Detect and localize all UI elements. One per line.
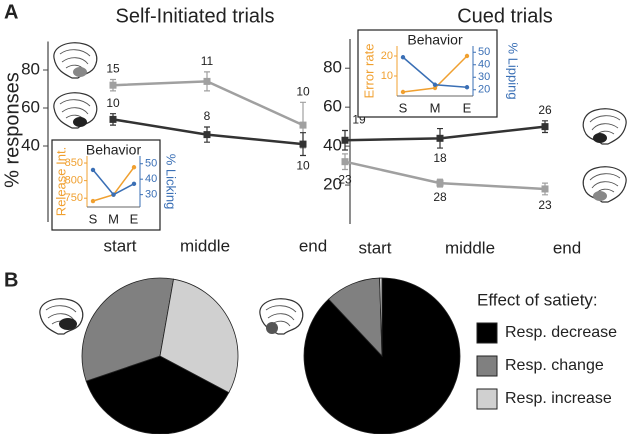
x-tick-label: M — [430, 100, 441, 115]
n-label: 10 — [106, 96, 120, 110]
data-point — [341, 136, 349, 144]
x-tick-label: middle — [445, 238, 495, 257]
x-tick-label: E — [130, 211, 139, 226]
brain-icon — [582, 166, 627, 203]
n-label: 11 — [201, 54, 214, 68]
x-tick-label: middle — [180, 236, 230, 255]
n-label: 10 — [296, 159, 310, 173]
x-tick-label: M — [108, 211, 119, 226]
data-point — [436, 134, 444, 142]
y2-tick-label: 30 — [478, 71, 490, 83]
data-point — [131, 181, 137, 187]
y-tick-label: 60 — [21, 97, 40, 116]
series-line — [344, 160, 546, 191]
x-tick-label: start — [358, 238, 391, 257]
n-label: 15 — [106, 62, 120, 76]
y2-axis-label: % Lipping — [506, 42, 521, 99]
brain-icon — [39, 298, 84, 335]
series-line — [344, 125, 546, 142]
chart-title: Self-Initiated trials — [116, 5, 275, 27]
y-axis-label: Error rate — [361, 44, 376, 99]
n-label: 26 — [538, 103, 552, 117]
y-tick-label: 750 — [65, 192, 83, 204]
legend-title: Effect of satiety: — [477, 290, 598, 309]
y-tick-label: 40 — [323, 136, 342, 155]
data-point — [400, 89, 406, 95]
x-tick-label: end — [553, 238, 581, 257]
y-tick-label: 800 — [65, 175, 83, 187]
y-tick-label: 40 — [21, 135, 40, 154]
legend-label: Resp. change — [505, 357, 604, 374]
x-tick-label: start — [103, 236, 136, 255]
data-point — [299, 121, 307, 129]
x-tick-label: S — [399, 100, 408, 115]
data-point — [341, 158, 349, 166]
n-label: 28 — [433, 190, 447, 204]
data-point — [131, 165, 137, 170]
y-tick-label: 80 — [21, 59, 40, 78]
n-label: 10 — [296, 84, 310, 98]
pie-slice — [159, 278, 239, 394]
chart-title: Cued trials — [457, 5, 553, 27]
data-point — [541, 123, 549, 131]
inset-title: Behavior — [407, 32, 463, 48]
y2-tick-label: 40 — [478, 59, 490, 71]
data-point — [464, 85, 470, 90]
data-point — [400, 55, 406, 60]
legend-swatch — [476, 355, 498, 377]
x-tick-label: S — [89, 211, 98, 226]
y-axis-label: Release Int. — [53, 147, 68, 216]
legend-swatch — [476, 322, 498, 344]
data-point — [109, 115, 117, 123]
pie-slice — [81, 277, 175, 382]
x-tick-label: end — [299, 236, 327, 255]
data-point — [109, 81, 117, 89]
panel-label: B — [4, 269, 18, 291]
panel-label: A — [4, 1, 18, 23]
data-point — [432, 85, 438, 91]
y2-tick-label: 30 — [145, 189, 157, 201]
brain-icon — [582, 108, 627, 145]
y2-tick-label: 20 — [478, 84, 490, 96]
data-point — [203, 131, 211, 139]
n-label: 23 — [538, 198, 552, 212]
inset-title: Behavior — [86, 142, 142, 158]
n-label: 23 — [338, 173, 352, 187]
n-label: 8 — [204, 109, 211, 123]
n-label: 18 — [433, 151, 447, 165]
y2-tick-label: 50 — [478, 46, 490, 58]
data-point — [203, 77, 211, 85]
pie-slice — [379, 277, 383, 357]
y-tick-label: 20 — [381, 50, 393, 62]
brain-icon — [53, 42, 98, 79]
y2-tick-label: 50 — [145, 158, 157, 170]
data-point — [90, 198, 96, 204]
y2-axis-label: % Licking — [164, 154, 179, 210]
y-tick-label: 10 — [381, 70, 393, 82]
data-point — [541, 185, 549, 193]
brain-icon — [53, 92, 98, 129]
y-tick-label: 850 — [65, 157, 83, 169]
x-tick-label: E — [463, 100, 472, 115]
y-tick-label: 60 — [323, 97, 342, 116]
data-point — [432, 82, 438, 87]
legend-label: Resp. decrease — [505, 324, 617, 341]
data-point — [90, 167, 96, 173]
data-point — [436, 179, 444, 187]
brain-icon — [259, 298, 304, 335]
y2-tick-label: 40 — [145, 173, 157, 185]
inset-frame — [357, 29, 498, 118]
y-tick-label: 80 — [323, 58, 342, 77]
y-tick-label: 20 — [323, 175, 342, 194]
y-axis-label: % responses — [1, 72, 23, 188]
legend-swatch — [476, 388, 498, 410]
data-point — [111, 192, 116, 197]
legend-label: Resp. increase — [505, 390, 612, 407]
data-point — [464, 53, 470, 59]
data-point — [299, 140, 307, 148]
